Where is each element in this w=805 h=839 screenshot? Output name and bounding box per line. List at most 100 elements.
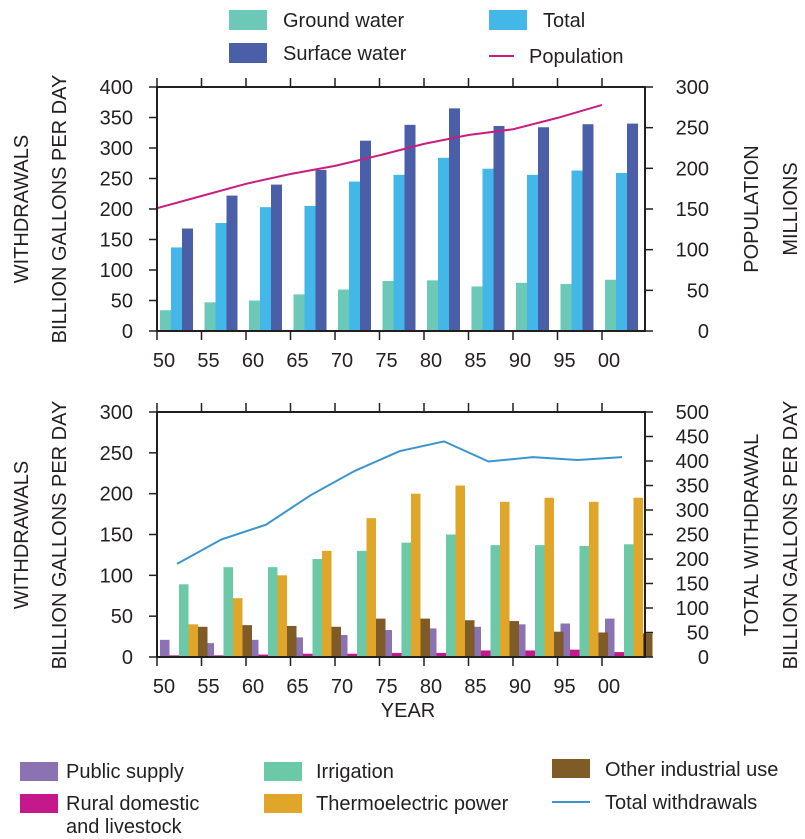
top-bar-total-55: [215, 223, 227, 331]
top-y2-axis-title: POPULATION: [741, 145, 763, 272]
bot-x-tick-label: 60: [242, 676, 264, 698]
bot-bar-thermoelectric-power-85: [500, 501, 510, 657]
top-bar-total-80: [438, 157, 449, 331]
bot-bar-other-industrial-use-65: [331, 626, 341, 657]
top-bar-surface-water-70: [360, 140, 371, 331]
top-x-tick-label: 75: [375, 350, 397, 372]
bot-x-tick-label: 00: [598, 676, 620, 698]
bottom-total-withdrawals-line: [176, 440, 623, 565]
top-bar-surface-water-60: [271, 184, 282, 331]
top-bar-total-65: [304, 205, 316, 331]
bot-bar-other-industrial-use-50: [198, 626, 208, 657]
bot-x-tick-label: 65: [286, 676, 308, 698]
bot-y2-tick-label: 500: [676, 402, 709, 424]
top-y2-tick-label: 150: [676, 199, 709, 221]
bot-bar-rural-domestic-and-livestock-75: [392, 652, 402, 657]
bot-bar-public-supply-60: [249, 639, 259, 657]
top-y-axis-unit: BILLION GALLONS PER DAY: [49, 75, 71, 344]
top-y2-tick-label: 50: [687, 280, 709, 302]
bot-y-tick-label: 50: [111, 606, 133, 628]
top-x-tick-label: 55: [197, 350, 219, 372]
legend-swatch-total: [489, 10, 527, 30]
bot-bar-thermoelectric-power-00: [633, 497, 643, 657]
bot-bar-public-supply-95: [560, 623, 570, 657]
top-bar-ground-water-85: [471, 286, 483, 331]
top-bar-total-00: [616, 173, 627, 331]
bottom-axis-ticks: [149, 403, 653, 666]
bot-y2-tick-label: 450: [676, 427, 709, 449]
top-x-tick-label: 85: [464, 350, 486, 372]
bot-bar-other-industrial-use-90: [554, 631, 564, 657]
bottom-y-axis-title: WITHDRAWALS: [11, 461, 33, 610]
bot-bar-rural-domestic-and-livestock-00: [614, 652, 624, 657]
bot-bar-other-industrial-use-55: [242, 625, 252, 657]
bot-bar-public-supply-75: [382, 630, 392, 657]
bot-x-tick-label: 50: [153, 676, 175, 698]
bot-bar-public-supply-00: [605, 618, 615, 657]
top-legend: Ground water Surface water Total Populat…: [229, 10, 624, 68]
bot-x-tick-label: 55: [197, 676, 219, 698]
x-axis-title: YEAR: [381, 700, 435, 722]
top-y-tick-label: 300: [100, 138, 133, 160]
legend-label-ground-water: Ground water: [283, 10, 405, 32]
top-y2-tick-labels: 0 50 100 150 200 250 300: [676, 77, 709, 343]
bot-bar-rural-domestic-and-livestock-80: [436, 652, 446, 657]
bot-bar-other-industrial-use-60: [287, 625, 297, 657]
top-bar-surface-water-50: [182, 228, 193, 331]
legend-label-thermoelectric: Thermoelectric power: [316, 793, 509, 815]
legend-label-total: Total: [543, 10, 585, 32]
bot-y-tick-label: 0: [122, 647, 133, 669]
bottom-y2-axis-unit: BILLION GALLONS PER DAY: [780, 401, 802, 670]
top-bar-surface-water-65: [315, 169, 327, 331]
bot-bar-irrigation-85: [490, 545, 500, 657]
bot-bar-thermoelectric-power-70: [366, 518, 376, 657]
top-bar-total-85: [482, 168, 494, 331]
bot-x-tick-label: 75: [375, 676, 397, 698]
legend-swatch-thermoelectric: [264, 794, 302, 813]
top-bar-ground-water-65: [293, 294, 305, 331]
legend-swatch-public-supply: [20, 762, 58, 781]
bot-y-tick-label: 300: [100, 402, 133, 424]
legend-swatch-rural: [20, 794, 58, 813]
legend-swatch-surface-water: [229, 43, 267, 63]
bottom-x-tick-labels: 50 55 60 65 70 75 80 85 90 95 00: [153, 676, 620, 698]
bot-bar-thermoelectric-power-55: [233, 598, 243, 657]
bot-bar-other-industrial-use-95: [598, 632, 608, 657]
bot-bar-irrigation-00: [624, 544, 634, 657]
bot-y2-tick-label: 0: [698, 647, 709, 669]
bot-bar-public-supply-80: [427, 628, 437, 657]
top-bar-ground-water-90: [516, 282, 527, 331]
bot-bar-public-supply-65: [293, 637, 303, 657]
legend-swatch-irrigation: [264, 762, 302, 781]
legend-label-rural-line2: and livestock: [66, 816, 183, 838]
bottom-legend: Public supply Rural domestic and livesto…: [20, 759, 778, 838]
bot-y2-tick-label: 200: [676, 549, 709, 571]
bot-bar-irrigation-50: [179, 584, 189, 657]
bot-y2-tick-label: 400: [676, 451, 709, 473]
bot-y2-tick-label: 50: [687, 623, 709, 645]
bot-bar-public-supply-50: [160, 639, 170, 657]
top-bar-ground-water-60: [249, 300, 260, 331]
bot-x-tick-label: 90: [509, 676, 531, 698]
top-y-tick-label: 100: [100, 260, 133, 282]
top-y2-tick-label: 0: [698, 321, 709, 343]
top-bar-ground-water-80: [427, 280, 438, 331]
bot-bar-thermoelectric-power-60: [277, 575, 287, 657]
bot-bar-other-industrial-use-80: [465, 620, 475, 657]
bot-bar-thermoelectric-power-75: [411, 493, 421, 657]
top-y2-axis-unit: MILLIONS: [780, 162, 802, 255]
top-y2-tick-label: 300: [676, 77, 709, 99]
bot-bar-thermoelectric-power-90: [544, 497, 554, 657]
bot-bar-public-supply-55: [204, 643, 214, 657]
bot-bar-rural-domestic-and-livestock-70: [347, 653, 357, 657]
bot-bar-thermoelectric-power-95: [589, 501, 599, 657]
bot-bar-irrigation-80: [446, 534, 456, 657]
bot-y2-tick-label: 100: [676, 598, 709, 620]
bot-bar-other-industrial-use-00: [643, 633, 653, 657]
bot-bar-rural-domestic-and-livestock-90: [525, 650, 535, 657]
bot-bar-public-supply-70: [338, 634, 348, 657]
top-bar-surface-water-55: [226, 195, 238, 331]
bot-bar-public-supply-85: [471, 626, 481, 657]
bot-bar-rural-domestic-and-livestock-60: [258, 654, 268, 657]
